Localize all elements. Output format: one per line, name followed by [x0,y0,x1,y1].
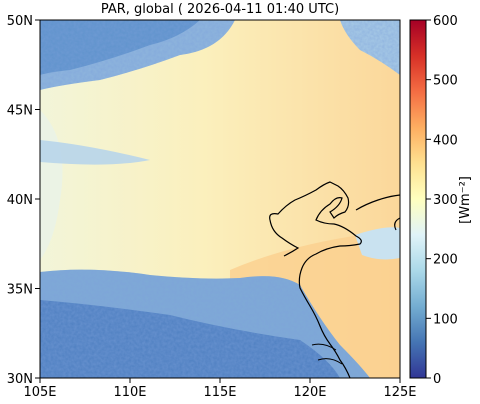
colorbar [409,19,427,379]
par-field [40,20,400,378]
colorbar-tick-label: 300 [433,193,458,208]
colorbar-tick-label: 200 [433,253,458,268]
colorbar-unit-label: [Wm⁻²] [458,176,473,224]
lat-tick-label: 40N [7,193,33,208]
map-title: PAR, global ( 2026-04-11 01:40 UTC) [100,2,340,17]
colorbar-tick-label: 500 [433,74,458,89]
colorbar-tick-label: 0 [433,372,441,387]
lon-tick-label: 105E [23,385,56,400]
lat-tick-label: 30N [7,372,33,387]
lon-axis: 105E 110E 115E 120E 125E [23,378,417,400]
lat-tick-label: 35N [7,283,33,298]
lat-axis: 30N 35N 40N 45N 50N [7,14,40,387]
colorbar-axis: 0 100 200 300 400 500 600 [426,14,458,387]
colorbar-tick-label: 100 [433,312,458,327]
lon-tick-label: 110E [113,385,146,400]
colorbar-tick-label: 400 [433,133,458,148]
lat-tick-label: 50N [7,14,33,29]
lon-tick-label: 120E [293,385,326,400]
lat-tick-label: 45N [7,104,33,119]
lon-tick-label: 115E [203,385,236,400]
colorbar-tick-label: 600 [433,14,458,29]
lon-tick-label: 125E [383,385,416,400]
